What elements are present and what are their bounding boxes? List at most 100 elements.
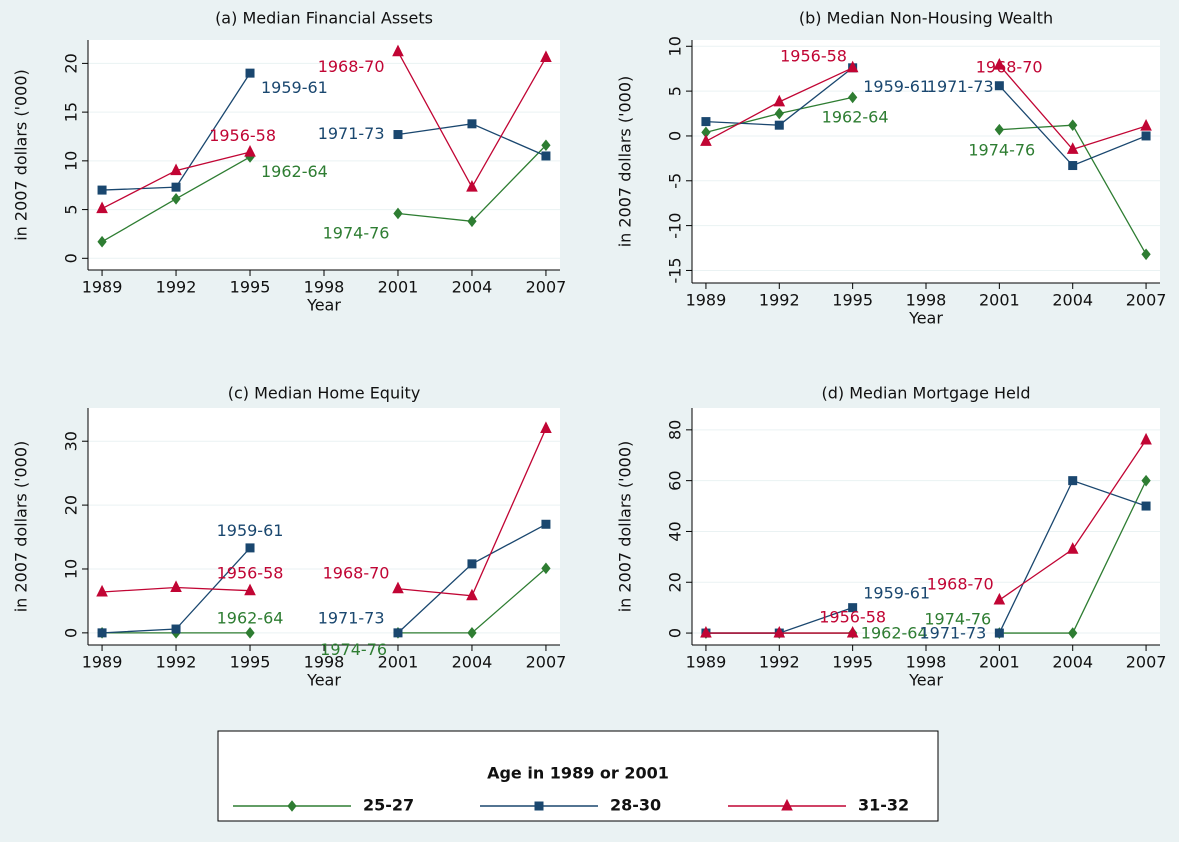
x-tick-label: 1989 bbox=[82, 278, 123, 297]
marker bbox=[541, 562, 551, 575]
x-tick-label: 1995 bbox=[832, 291, 873, 310]
annotation: 1956-58 bbox=[217, 564, 284, 583]
annotation: 1971-73 bbox=[318, 124, 385, 143]
x-tick-label: 2001 bbox=[979, 653, 1020, 672]
y-tick-label: 15 bbox=[62, 102, 81, 122]
y-tick-label: 20 bbox=[666, 572, 685, 592]
chart-title: (b) Median Non-Housing Wealth bbox=[799, 9, 1053, 28]
y-tick-label: 80 bbox=[666, 420, 685, 440]
x-tick-label: 2007 bbox=[1126, 291, 1167, 310]
annotation: 1974-76 bbox=[320, 640, 387, 659]
marker bbox=[1068, 627, 1078, 639]
y-tick-label: -5 bbox=[666, 173, 685, 189]
x-axis-title: Year bbox=[908, 309, 943, 328]
annotation: 1959-61 bbox=[863, 583, 930, 602]
marker bbox=[393, 207, 403, 220]
annotation: 1971-73 bbox=[919, 624, 986, 643]
marker bbox=[848, 91, 858, 104]
x-tick-label: 1992 bbox=[759, 653, 800, 672]
annotation: 1968-70 bbox=[976, 57, 1043, 76]
x-axis-title: Year bbox=[306, 296, 341, 315]
legend-label: 31-32 bbox=[858, 796, 909, 815]
x-tick-label: 2004 bbox=[1052, 653, 1093, 672]
chart-title: (a) Median Financial Assets bbox=[215, 9, 433, 28]
marker bbox=[467, 559, 477, 569]
marker bbox=[393, 130, 403, 140]
annotation: 1962-64 bbox=[217, 608, 284, 627]
y-tick-label: -15 bbox=[666, 257, 685, 283]
marker bbox=[1141, 474, 1151, 487]
x-tick-label: 2004 bbox=[1052, 291, 1093, 310]
legend-label: 28-30 bbox=[610, 796, 661, 815]
marker bbox=[171, 193, 181, 205]
marker bbox=[244, 144, 256, 157]
y-tick-label: 0 bbox=[62, 628, 81, 638]
marker bbox=[392, 44, 404, 57]
marker bbox=[466, 180, 478, 192]
marker bbox=[994, 123, 1004, 136]
marker bbox=[287, 800, 297, 812]
y-tick-label: 10 bbox=[62, 559, 81, 579]
marker bbox=[1140, 432, 1152, 445]
plot-area bbox=[692, 408, 1160, 645]
annotation: 1971-73 bbox=[927, 77, 994, 96]
x-tick-label: 1998 bbox=[304, 653, 345, 672]
marker bbox=[541, 139, 551, 152]
annotation: 1959-61 bbox=[863, 77, 930, 96]
y-tick-label: 5 bbox=[62, 204, 81, 214]
marker bbox=[540, 421, 552, 433]
marker bbox=[774, 107, 784, 120]
annotation: 1959-61 bbox=[217, 521, 284, 540]
y-tick-label: 20 bbox=[62, 53, 81, 73]
x-tick-label: 2001 bbox=[378, 653, 419, 672]
marker bbox=[993, 592, 1006, 605]
x-tick-label: 1998 bbox=[906, 653, 947, 672]
y-tick-label: 40 bbox=[666, 521, 685, 541]
marker bbox=[467, 119, 477, 129]
marker bbox=[773, 94, 786, 107]
x-axis-title: Year bbox=[306, 671, 341, 690]
marker bbox=[244, 583, 256, 596]
legend-label: 25-27 bbox=[363, 796, 414, 815]
marker bbox=[700, 625, 712, 638]
marker bbox=[1141, 501, 1151, 511]
annotation: 1971-73 bbox=[318, 608, 385, 627]
marker bbox=[393, 628, 403, 638]
marker bbox=[1068, 161, 1078, 171]
marker bbox=[171, 624, 181, 634]
chart-title: (d) Median Mortgage Held bbox=[822, 384, 1031, 403]
annotation: 1956-58 bbox=[819, 608, 886, 627]
x-tick-label: 2001 bbox=[378, 278, 419, 297]
marker bbox=[773, 625, 786, 638]
y-tick-label: 30 bbox=[62, 431, 81, 451]
marker bbox=[97, 628, 107, 638]
x-tick-label: 2007 bbox=[526, 278, 567, 297]
marker bbox=[1068, 119, 1078, 131]
y-axis-title: in 2007 dollars ('000) bbox=[12, 69, 31, 241]
y-tick-label: 60 bbox=[666, 470, 685, 490]
x-tick-label: 1995 bbox=[230, 278, 271, 297]
marker bbox=[245, 68, 255, 78]
annotation: 1968-70 bbox=[323, 564, 390, 583]
annotation: 1968-70 bbox=[927, 575, 994, 594]
marker bbox=[994, 628, 1004, 638]
chart-title: (c) Median Home Equity bbox=[228, 384, 421, 403]
marker bbox=[1066, 542, 1079, 554]
marker bbox=[170, 163, 182, 176]
annotation: 1968-70 bbox=[318, 57, 385, 76]
annotation: 1962-64 bbox=[261, 162, 328, 181]
y-tick-label: 0 bbox=[62, 253, 81, 263]
marker bbox=[700, 134, 712, 146]
marker bbox=[540, 50, 552, 63]
annotation: 1962-64 bbox=[822, 108, 889, 127]
marker bbox=[534, 801, 544, 811]
x-tick-label: 1992 bbox=[156, 653, 197, 672]
plot-area bbox=[88, 408, 560, 645]
marker bbox=[1141, 248, 1151, 261]
y-tick-label: 10 bbox=[666, 36, 685, 56]
marker bbox=[1066, 142, 1079, 154]
x-tick-label: 1989 bbox=[686, 653, 727, 672]
x-tick-label: 2007 bbox=[1126, 653, 1167, 672]
